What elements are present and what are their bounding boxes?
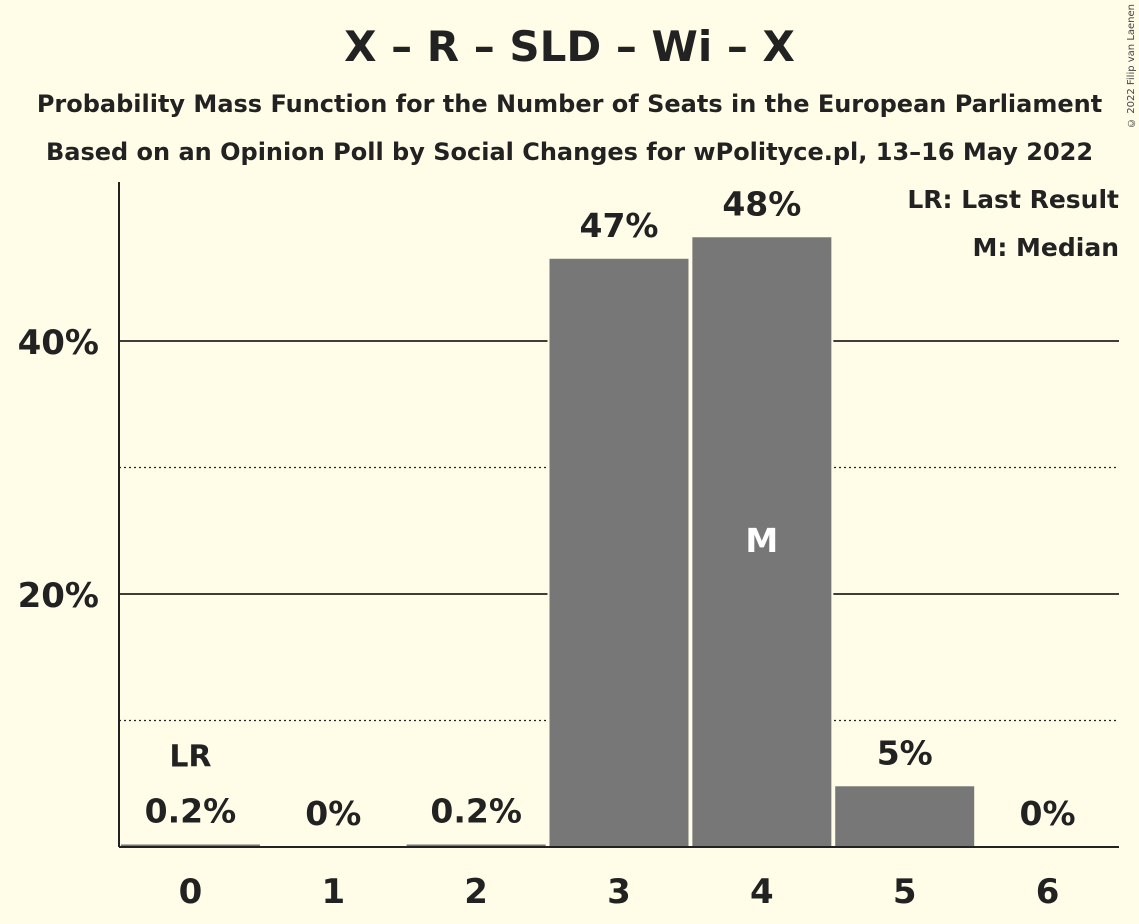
bar [835,786,975,847]
y-tick-label: 40% [18,323,99,363]
last-result-marker: LR [169,739,211,774]
chart-subtitle: Probability Mass Function for the Number… [36,90,1103,118]
x-tick-label: 0 [179,872,203,912]
legend-median: M: Median [972,233,1119,262]
bar-value-label: 0% [305,794,361,833]
chart-title: X – R – SLD – Wi – X [344,22,795,71]
x-tick-label: 5 [893,872,917,912]
x-tick-label: 2 [464,872,488,912]
bar-value-label: 48% [722,184,801,223]
bar-value-label: 5% [877,733,933,772]
x-tick-label: 1 [321,872,345,912]
bar-value-label: 0.2% [145,791,237,830]
bar-value-label: 0% [1020,794,1076,833]
bar [120,844,260,847]
bar [692,237,832,847]
chart-subtitle-source: Based on an Opinion Poll by Social Chang… [45,138,1094,166]
bar-value-label: 0.2% [430,791,522,830]
y-tick-label: 20% [18,576,99,616]
x-tick-label: 3 [607,872,631,912]
bar [549,258,689,847]
x-tick-label: 4 [750,872,774,912]
bar [406,844,546,847]
x-tick-label: 6 [1036,872,1060,912]
bar-value-label: 47% [580,206,659,245]
legend-last-result: LR: Last Result [907,185,1119,214]
median-marker: M [745,521,778,560]
